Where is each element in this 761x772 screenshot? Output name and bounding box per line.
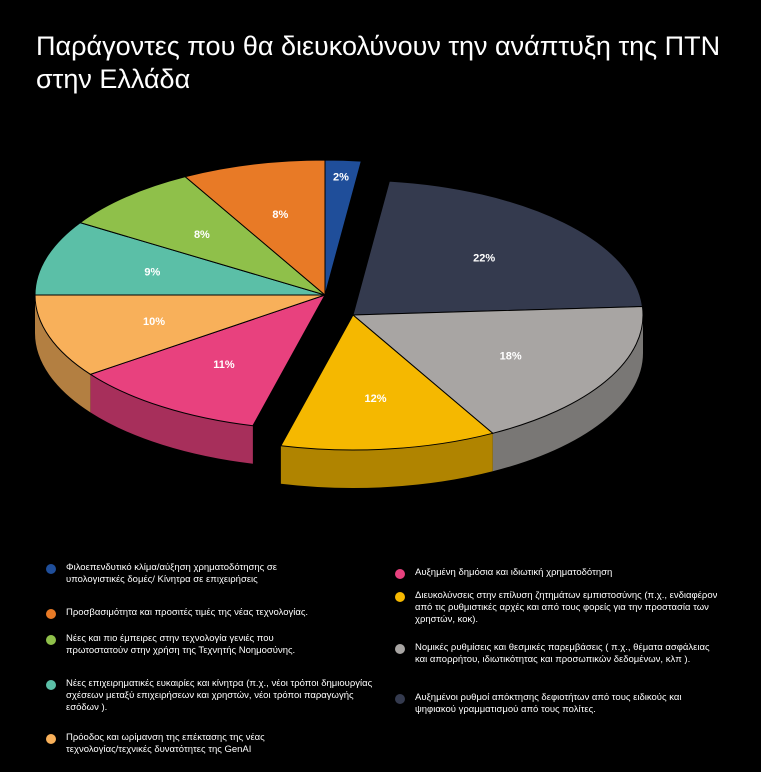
legend-label: Νομικές ρυθμίσεις και θεσμικές παρεμβάσε… — [415, 642, 710, 665]
pie-slice — [34, 222, 326, 296]
pie-slice — [352, 180, 643, 316]
legend-item: Διευκολύνσεις στην επίλυση ζητημάτων εμπ… — [395, 590, 725, 626]
data-label: 2% — [333, 171, 349, 183]
legend-swatch — [46, 609, 56, 619]
legend-swatch — [395, 592, 405, 602]
pie-slice — [34, 294, 326, 375]
pie-slice — [89, 294, 327, 427]
legend-item: Νομικές ρυθμίσεις και θεσμικές παρεμβάσε… — [395, 642, 715, 666]
legend-swatch — [46, 680, 56, 690]
pie-slice-side — [280, 433, 493, 488]
legend-swatch — [46, 564, 56, 574]
legend-label: Πρόοδος και ωρίμανση της επέκτασης της ν… — [66, 732, 265, 755]
legend-label: Φιλοεπενδυτικό κλίμα/αύξηση χρηματοδότησ… — [66, 562, 277, 585]
pie-slice — [351, 306, 644, 434]
chart-title: Παράγοντες που θα διευκολύνουν την ανάπτ… — [36, 31, 721, 94]
legend-label: Αυξημένη δημόσια και ιδιωτική χρηματοδότ… — [415, 567, 613, 578]
data-label: 18% — [500, 350, 522, 362]
pie-slice-side — [35, 295, 91, 413]
legend-label: Αυξημένοι ρυθμοί απόκτησης δεφιοτήτων απ… — [415, 692, 682, 715]
data-label: 22% — [473, 253, 495, 265]
legend-item: Αυξημένοι ρυθμοί απόκτησης δεφιοτήτων απ… — [395, 692, 715, 716]
data-label: 8% — [194, 229, 210, 241]
legend-item: Νέες και πιο έμπειρες στην τεχνολογία γε… — [46, 633, 326, 657]
legend-swatch — [395, 569, 405, 579]
legend-item: Αυξημένη δημόσια και ιδιωτική χρηματοδότ… — [395, 567, 715, 579]
data-label: 11% — [213, 359, 235, 371]
legend-swatch — [46, 635, 56, 645]
legend-item: Φιλοεπενδυτικό κλίμα/αύξηση χρηματοδότησ… — [46, 562, 316, 586]
legend-label: Νέες επιχειρηματικές ευκαιρίες και κίνητ… — [66, 678, 373, 713]
legend-item: Νέες επιχειρηματικές ευκαιρίες και κίνητ… — [46, 678, 376, 714]
legend-swatch — [46, 734, 56, 744]
legend-swatch — [395, 694, 405, 704]
legend-label: Νέες και πιο έμπειρες στην τεχνολογία γε… — [66, 633, 296, 656]
pie-slice — [79, 176, 326, 296]
data-label: 9% — [144, 267, 160, 279]
chart-legend: Φιλοεπενδυτικό κλίμα/αύξηση χρηματοδότησ… — [0, 556, 761, 766]
data-label: 10% — [143, 316, 165, 328]
pie-chart: 2% 22% 18% 12% 11% 10% 9% 8% 8% — [34, 159, 644, 488]
legend-item: Προσβασιμότητα και προσιτές τιμές της νέ… — [46, 607, 346, 619]
legend-label: Διευκολύνσεις στην επίλυση ζητημάτων εμπ… — [415, 590, 718, 625]
pie-slice — [184, 159, 326, 297]
data-label: 12% — [364, 393, 386, 405]
pie-slice-side — [90, 374, 253, 464]
data-label: 8% — [272, 209, 288, 221]
pie-slice-side — [492, 315, 643, 472]
pie-slice — [280, 314, 494, 451]
legend-swatch — [395, 644, 405, 654]
legend-label: Προσβασιμότητα και προσιτές τιμές της νέ… — [66, 607, 309, 618]
legend-item: Πρόοδος και ωρίμανση της επέκτασης της ν… — [46, 732, 296, 756]
